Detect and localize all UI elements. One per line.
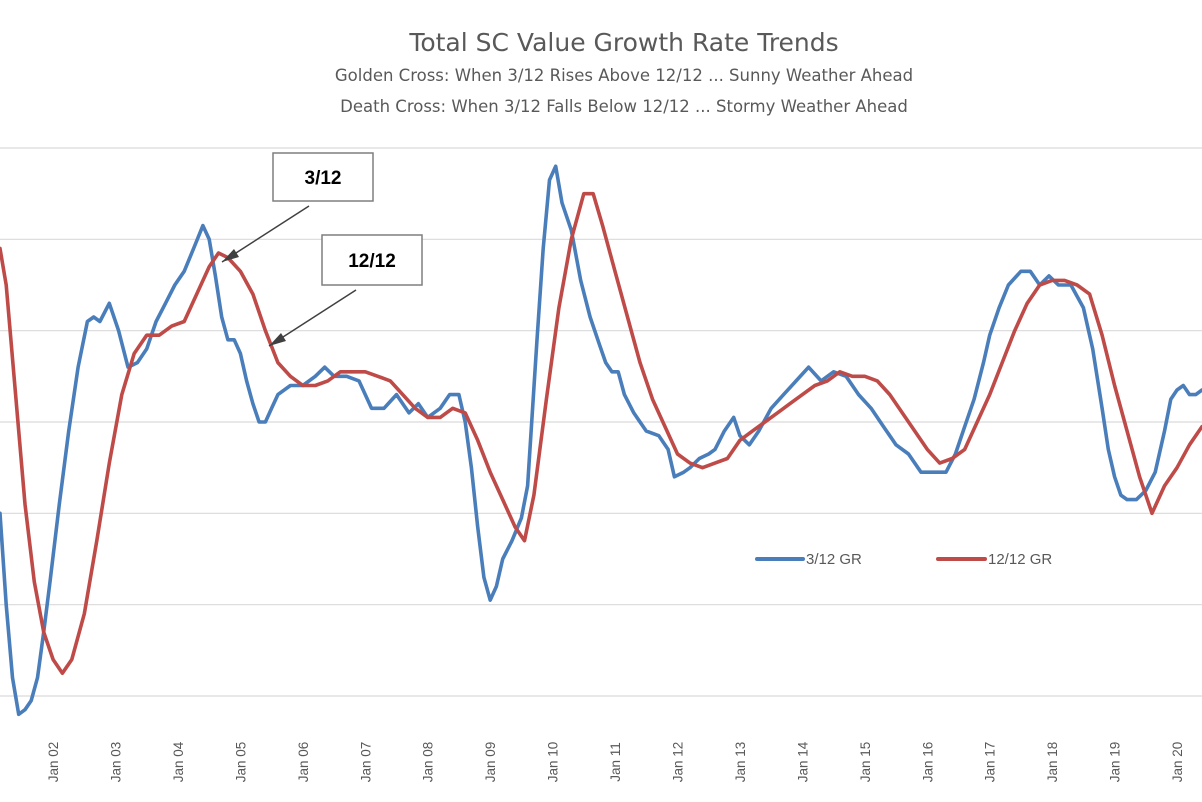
x-tick-label: Jan 18 <box>1045 742 1060 783</box>
legend: 3/12 GR 12/12 GR <box>755 551 1052 568</box>
series-lines <box>0 164 1202 717</box>
x-tick-label: Jan 09 <box>483 742 498 783</box>
callout-12-12-arrowhead <box>269 333 286 346</box>
callout-3-12-box <box>272 152 374 202</box>
legend-label-12-12: 12/12 GR <box>988 551 1052 568</box>
x-tick-label: Jan 12 <box>671 742 686 783</box>
x-axis-ticks: Jan 02 Jan 03 Jan 04 Jan 05 Jan 06 Jan 07 Jan … <box>46 741 1185 782</box>
callout-12-12: 12/12 <box>268 234 423 347</box>
chart-subtitle-death-cross: Death Cross: When 3/12 Falls Below 12/12… <box>340 97 908 116</box>
series-line-3-12-gr <box>0 164 1202 717</box>
callout-12-12-label: 12/12 <box>348 251 396 272</box>
x-tick-label: Jan 10 <box>546 742 561 783</box>
x-tick-label: Jan 07 <box>358 742 373 783</box>
callout-3-12-arrowhead <box>222 249 239 262</box>
callout-12-12-arrow <box>268 289 357 347</box>
callout-3-12-label: 3/12 <box>305 168 342 189</box>
x-tick-label: Jan 02 <box>46 742 61 783</box>
gridlines <box>0 147 1202 697</box>
series-line-12-12-gr <box>0 191 1202 675</box>
x-tick-label: Jan 13 <box>733 742 748 783</box>
x-tick-label: Jan 04 <box>171 741 186 782</box>
chart-title: Total SC Value Growth Rate Trends <box>408 28 838 57</box>
x-tick-label: Jan 06 <box>296 742 311 783</box>
callout-12-12-box <box>321 234 423 286</box>
x-tick-label: Jan 03 <box>109 742 124 783</box>
x-tick-label: Jan 14 <box>795 741 810 782</box>
x-tick-label: Jan 19 <box>1108 742 1123 783</box>
x-tick-label: Jan 08 <box>421 742 436 783</box>
chart-subtitle-golden-cross: Golden Cross: When 3/12 Rises Above 12/1… <box>335 66 913 85</box>
callout-3-12-arrow <box>221 205 310 263</box>
x-tick-label: Jan 15 <box>858 742 873 783</box>
x-tick-label: Jan 17 <box>983 742 998 783</box>
x-tick-label: Jan 20 <box>1170 742 1185 783</box>
legend-label-3-12: 3/12 GR <box>806 551 862 568</box>
x-tick-label: Jan 16 <box>920 742 935 783</box>
x-tick-label: Jan 05 <box>233 742 248 783</box>
callout-3-12: 3/12 <box>221 152 374 263</box>
x-tick-label: Jan 11 <box>608 742 623 782</box>
